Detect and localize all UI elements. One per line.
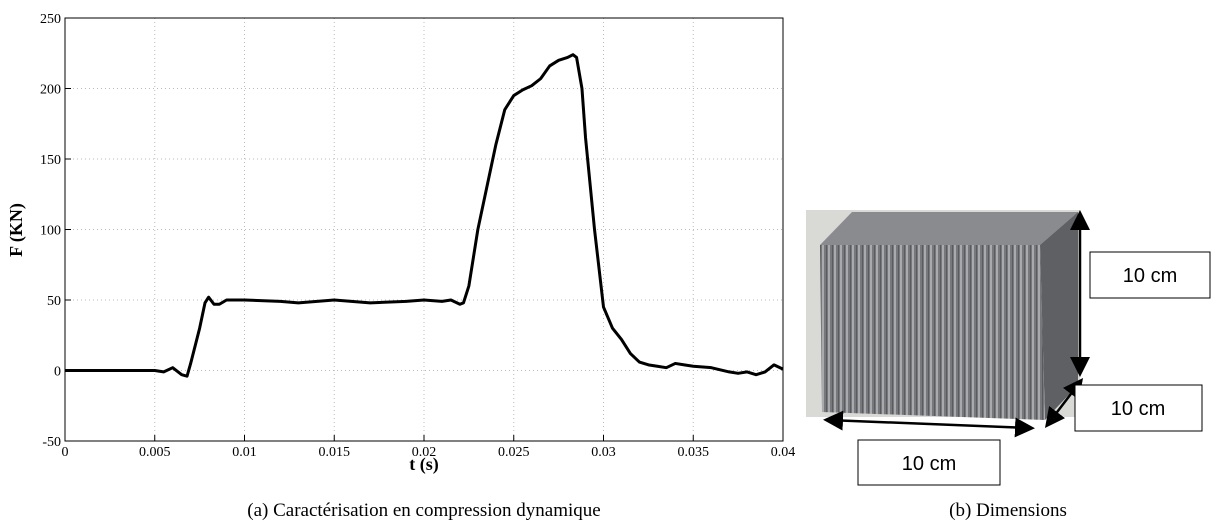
plot-frame <box>64 17 784 442</box>
y-tick-label: 250 <box>40 12 61 27</box>
label-box <box>857 439 1001 486</box>
x-tick-label: 0 <box>62 445 69 460</box>
y-tick-label: 0 <box>54 365 61 380</box>
data-line <box>65 53 784 378</box>
photo: 10 cm 10 cm 10 cm <box>806 210 1211 486</box>
y-tick-label: -50 <box>42 435 61 450</box>
x-tick-label: 0.01 <box>232 445 257 460</box>
x-tick-label: 0.025 <box>498 445 530 460</box>
block-side <box>1040 212 1078 420</box>
y-tick-label: 50 <box>47 294 61 309</box>
x-tick-label: 0.015 <box>319 445 351 460</box>
y-tick-label: 200 <box>40 83 61 98</box>
arrow <box>823 410 1035 438</box>
dimension-label: 10 cm <box>1123 265 1177 287</box>
label-box <box>1074 384 1203 432</box>
y-axis-label: F (KN) <box>6 203 27 257</box>
caption: (b) Dimensions <box>949 500 1067 521</box>
x-tick-label: 0.03 <box>591 445 616 460</box>
x-tick-label: 0.04 <box>771 445 796 460</box>
label-box <box>1089 251 1211 299</box>
dimension-label: 10 cm <box>902 453 956 475</box>
block-top <box>820 212 1078 245</box>
x-axis-label: t (s) <box>409 454 439 475</box>
dimension-label: 10 cm <box>1111 398 1165 420</box>
x-tick-label: 0.005 <box>139 445 171 460</box>
x-tick-label: 0.02 <box>412 445 437 460</box>
y-tick-label: 150 <box>40 153 61 168</box>
caption: (a) Caractérisation en compression dynam… <box>247 500 601 521</box>
x-tick-label: 0.035 <box>678 445 710 460</box>
block-front <box>820 245 1045 420</box>
y-tick-label: 100 <box>40 224 61 239</box>
